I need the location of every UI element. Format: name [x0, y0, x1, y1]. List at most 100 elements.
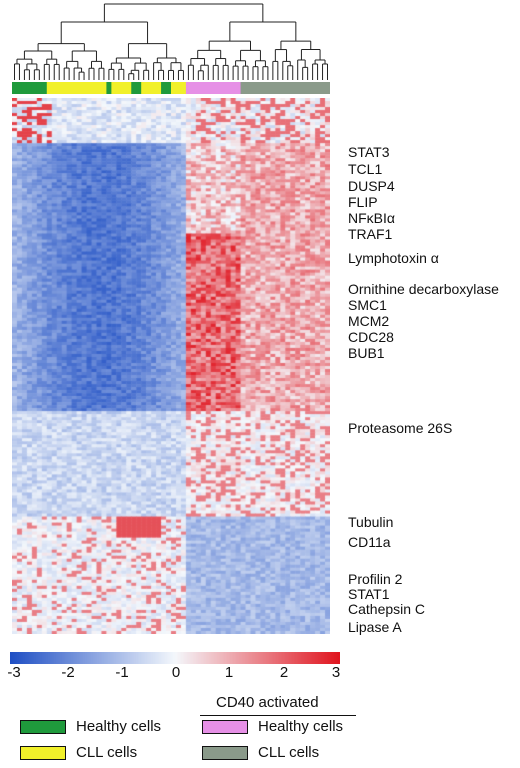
sample-group-cell — [76, 82, 83, 94]
sample-group-cell — [275, 82, 281, 94]
scale-tick-1: 1 — [224, 664, 234, 681]
sample-group-cell — [101, 82, 108, 94]
gene-label-cdc28: CDC28 — [348, 329, 394, 345]
sample-group-cell — [265, 82, 271, 94]
scale-tick-0: 0 — [171, 664, 181, 681]
sample-group-cell — [250, 82, 257, 94]
sample-group-cell — [285, 82, 291, 94]
gene-label-tubulin: Tubulin — [348, 514, 394, 530]
sample-group-cell — [36, 82, 43, 94]
sample-group-cell — [136, 82, 142, 94]
legend-item-activated-cll: CLL cells — [202, 744, 319, 761]
sample-group-cell — [300, 82, 306, 94]
sample-group-cell — [290, 82, 296, 94]
gene-label-cd11a: CD11a — [348, 534, 391, 550]
gene-label-smc1: SMC1 — [348, 297, 387, 313]
sample-group-cell — [56, 82, 63, 94]
sample-group-cell — [121, 82, 127, 94]
sample-group-cell — [116, 82, 122, 94]
sample-group-cell — [46, 82, 53, 94]
sample-group-cell — [41, 82, 48, 94]
sample-group-cell — [71, 82, 78, 94]
sample-group-cell — [310, 82, 316, 94]
sample-group-cell — [200, 82, 207, 94]
sample-group-cell — [260, 82, 267, 94]
sample-group-cell — [320, 82, 326, 94]
sample-group-cell — [16, 82, 23, 94]
scale-tick-2: 2 — [279, 664, 289, 681]
legend-label-cll: CLL cells — [76, 744, 138, 761]
sample-group-cell — [66, 82, 73, 94]
sample-group-cell — [205, 82, 212, 94]
sample-group-cell — [12, 82, 18, 94]
sample-group-cell — [156, 82, 162, 94]
legend-swatch-activated-cll — [202, 745, 248, 760]
legend-item-activated-healthy: Healthy cells — [202, 718, 343, 735]
sample-group-cell — [195, 82, 202, 94]
sample-group-cell — [141, 82, 147, 94]
sample-group-cell — [61, 82, 68, 94]
gene-label-traf1: TRAF1 — [348, 226, 393, 242]
legend-item-cll: CLL cells — [20, 744, 137, 761]
sample-group-cell — [185, 82, 192, 94]
color-scale-bar — [10, 652, 340, 664]
legend-divider — [200, 715, 356, 716]
sample-group-cell — [81, 82, 88, 94]
legend-label-activated-healthy: Healthy cells — [258, 718, 344, 735]
gene-label-flip: FLIP — [348, 194, 378, 210]
sample-group-cell — [190, 82, 197, 94]
sample-group-cell — [270, 82, 276, 94]
scale-tick-neg3: -3 — [7, 664, 21, 681]
sample-group-cell — [210, 82, 217, 94]
sample-group-cell — [106, 82, 112, 94]
sample-group-cell — [51, 82, 58, 94]
legend-cd40-activated-title: CD40 activated — [216, 694, 319, 711]
sample-group-cell — [280, 82, 286, 94]
sample-group-cell — [26, 82, 33, 94]
gene-label-lymphotoxin-alpha: Lymphotoxin α — [348, 250, 439, 266]
sample-group-cell — [240, 82, 247, 94]
sample-group-cell — [171, 82, 177, 94]
sample-group-cell — [220, 82, 227, 94]
sample-group-cell — [166, 82, 172, 94]
legend-swatch-healthy — [20, 719, 66, 734]
sample-group-cell — [151, 82, 157, 94]
sample-group-bar — [12, 82, 330, 94]
sample-group-cell — [91, 82, 98, 94]
sample-group-cell — [111, 82, 117, 94]
gene-label-tcl1: TCL1 — [348, 161, 383, 177]
gene-label-profilin-2: Profilin 2 — [348, 571, 403, 587]
scale-tick-neg2: -2 — [61, 664, 75, 681]
sample-group-cell — [215, 82, 222, 94]
sample-group-cell — [146, 82, 152, 94]
expression-heatmap — [12, 98, 330, 634]
sample-group-cell — [235, 82, 242, 94]
gene-label-cathepsin-c: Cathepsin C — [348, 601, 426, 617]
scale-tick-3: 3 — [331, 664, 341, 681]
legend-label-activated-cll: CLL cells — [258, 744, 320, 761]
sample-group-cell — [245, 82, 252, 94]
sample-group-cell — [255, 82, 262, 94]
sample-group-cell — [161, 82, 167, 94]
gene-label-dusp4: DUSP4 — [348, 178, 395, 194]
gene-label-ornithine-decarboxylase: Ornithine decarboxylase — [348, 281, 499, 297]
sample-group-cell — [86, 82, 93, 94]
gene-label-nfkbia: NFκBIα — [348, 210, 395, 226]
legend-swatch-cll — [20, 745, 66, 760]
sample-group-cell — [295, 82, 301, 94]
sample-group-cell — [325, 82, 330, 94]
sample-group-cell — [305, 82, 311, 94]
legend-item-healthy: Healthy cells — [20, 718, 161, 735]
sample-group-cell — [21, 82, 28, 94]
scale-tick-neg1: -1 — [115, 664, 129, 681]
sample-group-cell — [230, 82, 237, 94]
gene-label-stat3: STAT3 — [348, 144, 390, 160]
sample-group-cell — [225, 82, 232, 94]
sample-group-cell — [175, 82, 182, 94]
gene-label-proteasome-26s: Proteasome 26S — [348, 420, 453, 436]
sample-group-cell — [180, 82, 187, 94]
gene-label-bub1: BUB1 — [348, 345, 385, 361]
gene-label-mcm2: MCM2 — [348, 313, 390, 329]
dendrogram — [13, 3, 329, 80]
